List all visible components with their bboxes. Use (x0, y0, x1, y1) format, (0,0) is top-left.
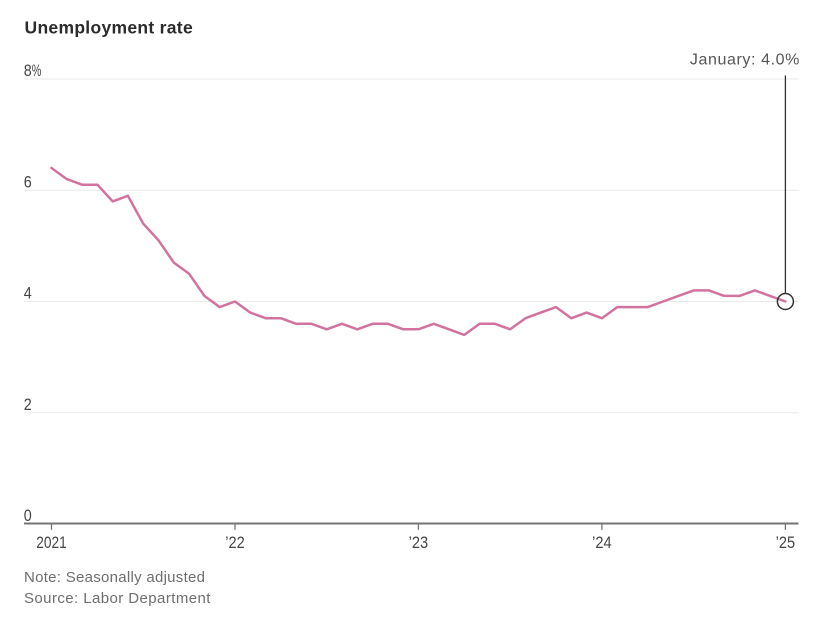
svg-text:Note: Seasonally adjusted: Note: Seasonally adjusted (24, 569, 205, 586)
svg-text:4: 4 (24, 284, 32, 303)
svg-text:2021: 2021 (36, 533, 66, 552)
svg-text:January: 4.0%: January: 4.0% (690, 52, 800, 69)
svg-text:%: % (32, 61, 42, 80)
svg-text:’22: ’22 (225, 533, 245, 552)
svg-text:2: 2 (24, 395, 32, 414)
svg-text:’24: ’24 (592, 533, 612, 552)
svg-text:’25: ’25 (776, 533, 796, 552)
svg-text:8: 8 (24, 61, 32, 80)
svg-text:0: 0 (24, 506, 32, 525)
svg-text:Unemployment rate: Unemployment rate (25, 18, 193, 38)
svg-text:Source: Labor Department: Source: Labor Department (24, 590, 211, 607)
svg-text:6: 6 (24, 172, 32, 191)
svg-text:’23: ’23 (409, 533, 429, 552)
